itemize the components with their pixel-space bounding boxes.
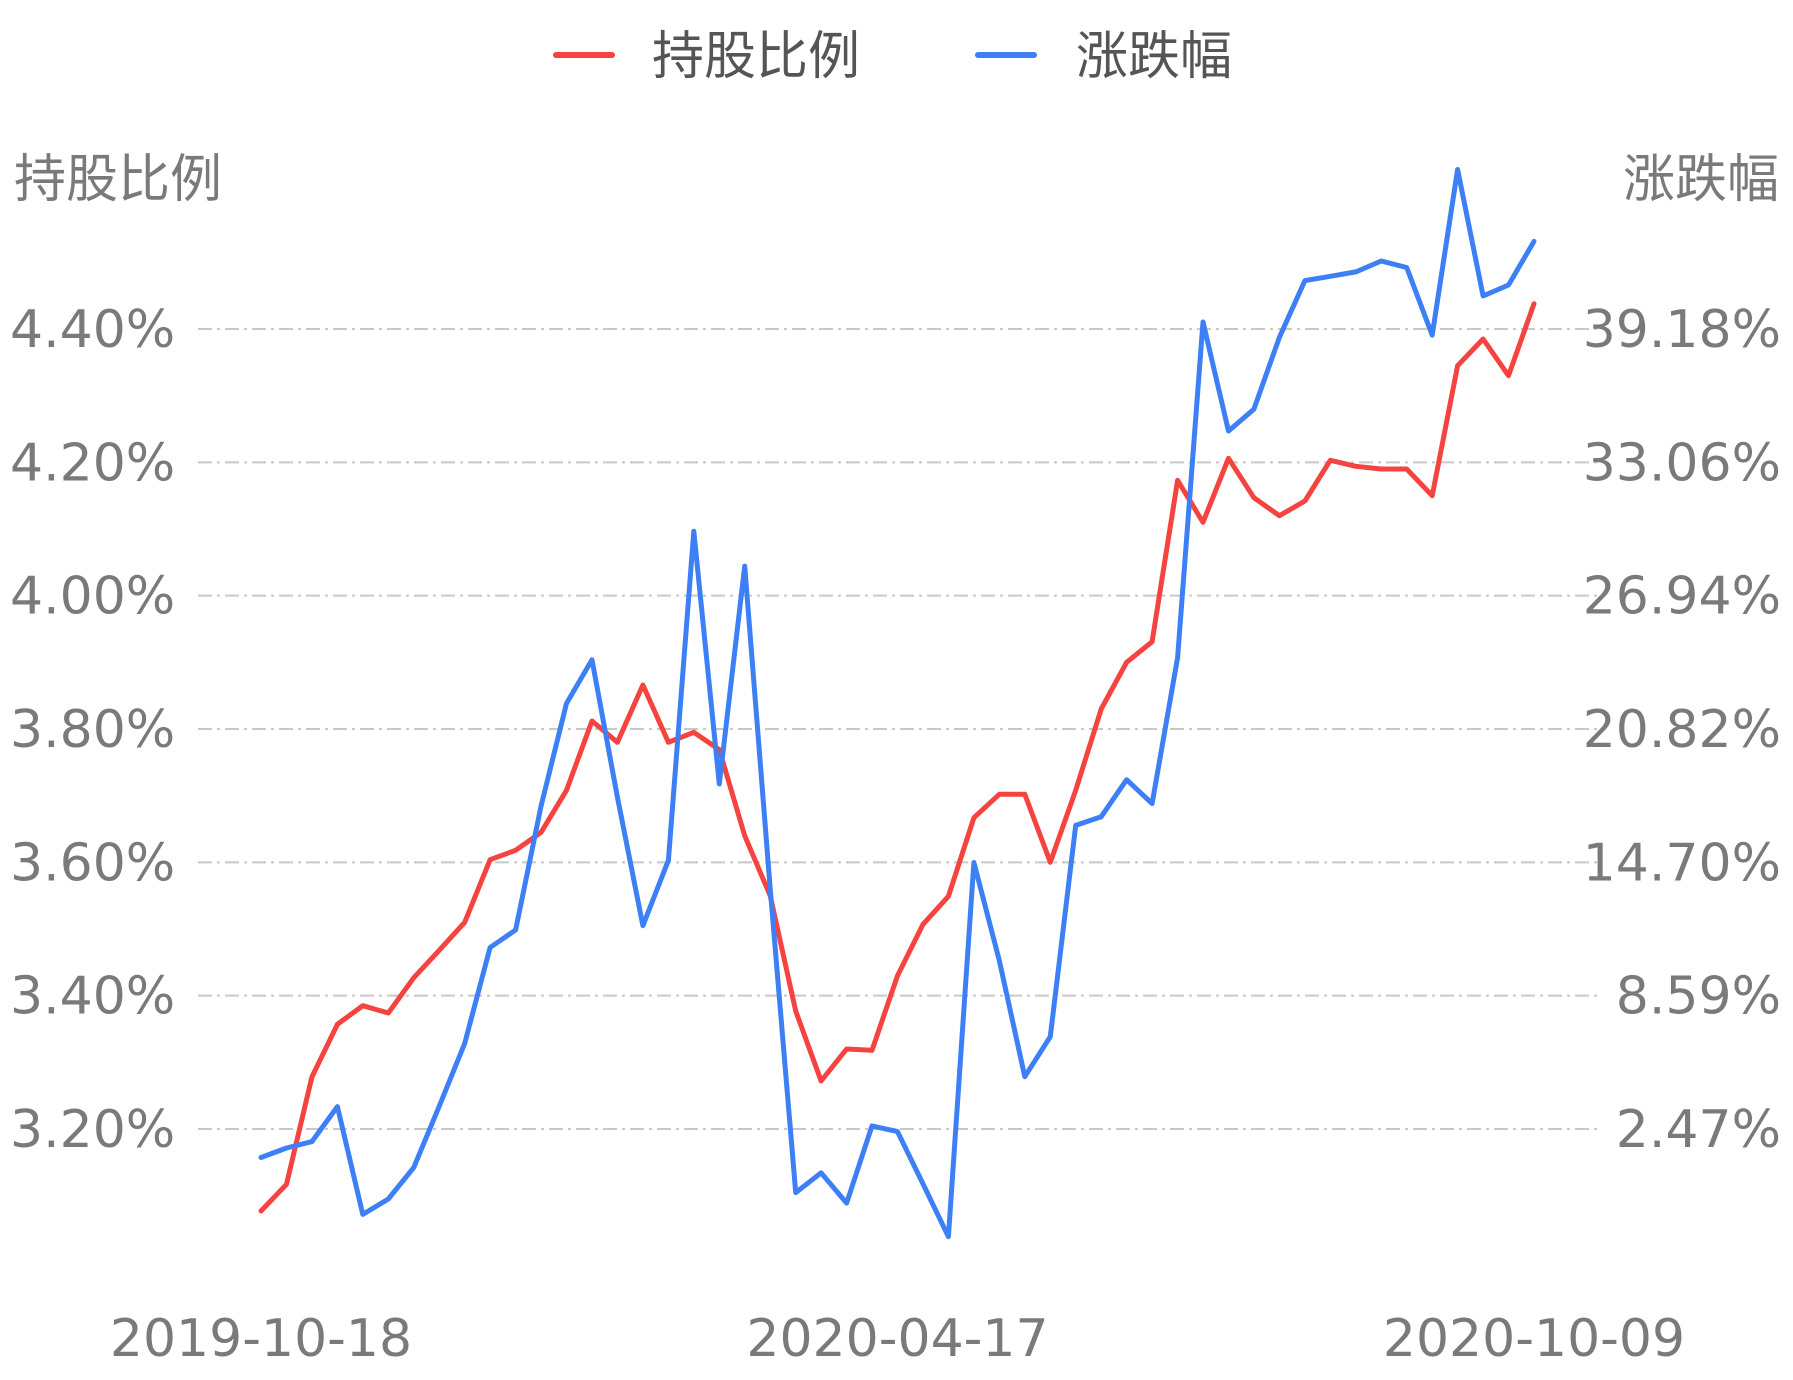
legend-label-holding-ratio: 持股比例 <box>652 27 860 87</box>
y-right-tick-label: 8.59% <box>1616 967 1781 1027</box>
y-left-tick-label: 4.20% <box>10 433 175 493</box>
series-line-holding-ratio <box>258 301 1537 1214</box>
y-right-tick-label: 39.18% <box>1583 300 1781 360</box>
y-right-tick-label: 20.82% <box>1583 700 1781 760</box>
y-left-axis-title: 持股比例 <box>14 150 222 210</box>
y-left-tick-label: 3.20% <box>10 1100 175 1160</box>
y-right-tick-label: 2.47% <box>1616 1100 1781 1160</box>
y-left-tick-labels: 3.20% 3.40% 3.60% 3.80% 4.00% 4.20% 4.40% <box>10 300 175 1160</box>
y-right-tick-label: 33.06% <box>1583 433 1781 493</box>
gridlines <box>198 328 1600 1130</box>
x-tick-label: 2020-10-09 <box>1383 1309 1685 1369</box>
y-left-tick-label: 3.40% <box>10 967 175 1027</box>
series-layer <box>258 167 1537 1240</box>
x-tick-labels: 2019-10-18 2020-04-17 2020-10-09 <box>110 1309 1685 1369</box>
y-right-axis-title: 涨跌幅 <box>1623 150 1779 210</box>
x-tick-label: 2019-10-18 <box>110 1309 412 1369</box>
y-right-tick-labels: 2.47% 8.59% 14.70% 20.82% 26.94% 33.06% 39.18% <box>1583 300 1781 1160</box>
y-right-tick-label: 14.70% <box>1583 833 1781 893</box>
x-tick-label: 2020-04-17 <box>746 1309 1048 1369</box>
y-left-tick-label: 3.60% <box>10 833 175 893</box>
legend: 持股比例 涨跌幅 <box>553 27 1232 87</box>
series-line-change-pct <box>258 167 1537 1240</box>
y-left-tick-label: 4.40% <box>10 300 175 360</box>
legend-label-change-pct: 涨跌幅 <box>1076 27 1232 87</box>
y-left-tick-label: 3.80% <box>10 700 175 760</box>
y-right-tick-label: 26.94% <box>1583 567 1781 627</box>
y-left-tick-label: 4.00% <box>10 567 175 627</box>
